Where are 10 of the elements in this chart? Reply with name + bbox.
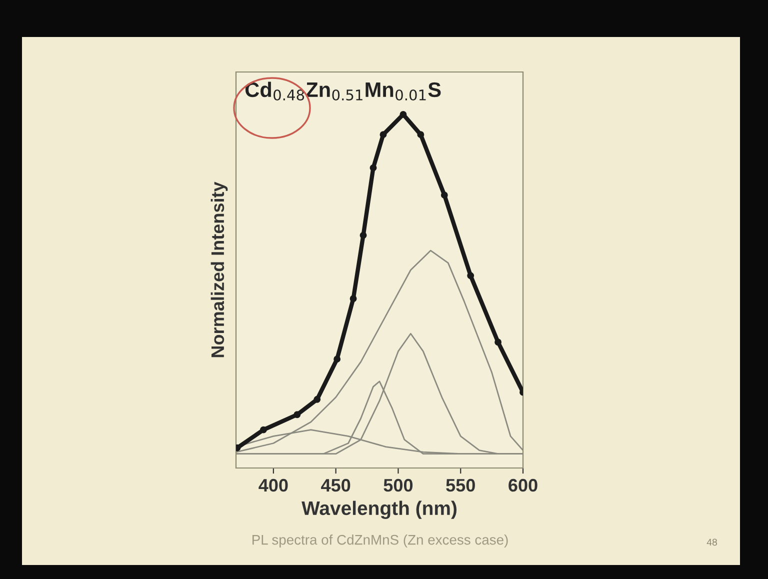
- text: PL spectra of CdZnMnS (Zn excess case): [252, 534, 508, 548]
- text: Cd$_{0.48}$Zn$_{0.51}$Mn$_{0.01}$S: [245, 82, 441, 101]
- x-tick-label: 450: [321, 478, 350, 492]
- x-tick-label: 500: [384, 478, 413, 492]
- y-axis-title: Normalized Intensity: [210, 182, 228, 358]
- x-tick-label: 600: [508, 478, 538, 492]
- x-tick-label: 400: [258, 478, 288, 492]
- x-tick-label: 550: [446, 478, 475, 492]
- x-axis-title: Wavelength (nm): [302, 500, 456, 520]
- text: 48: [706, 538, 717, 546]
